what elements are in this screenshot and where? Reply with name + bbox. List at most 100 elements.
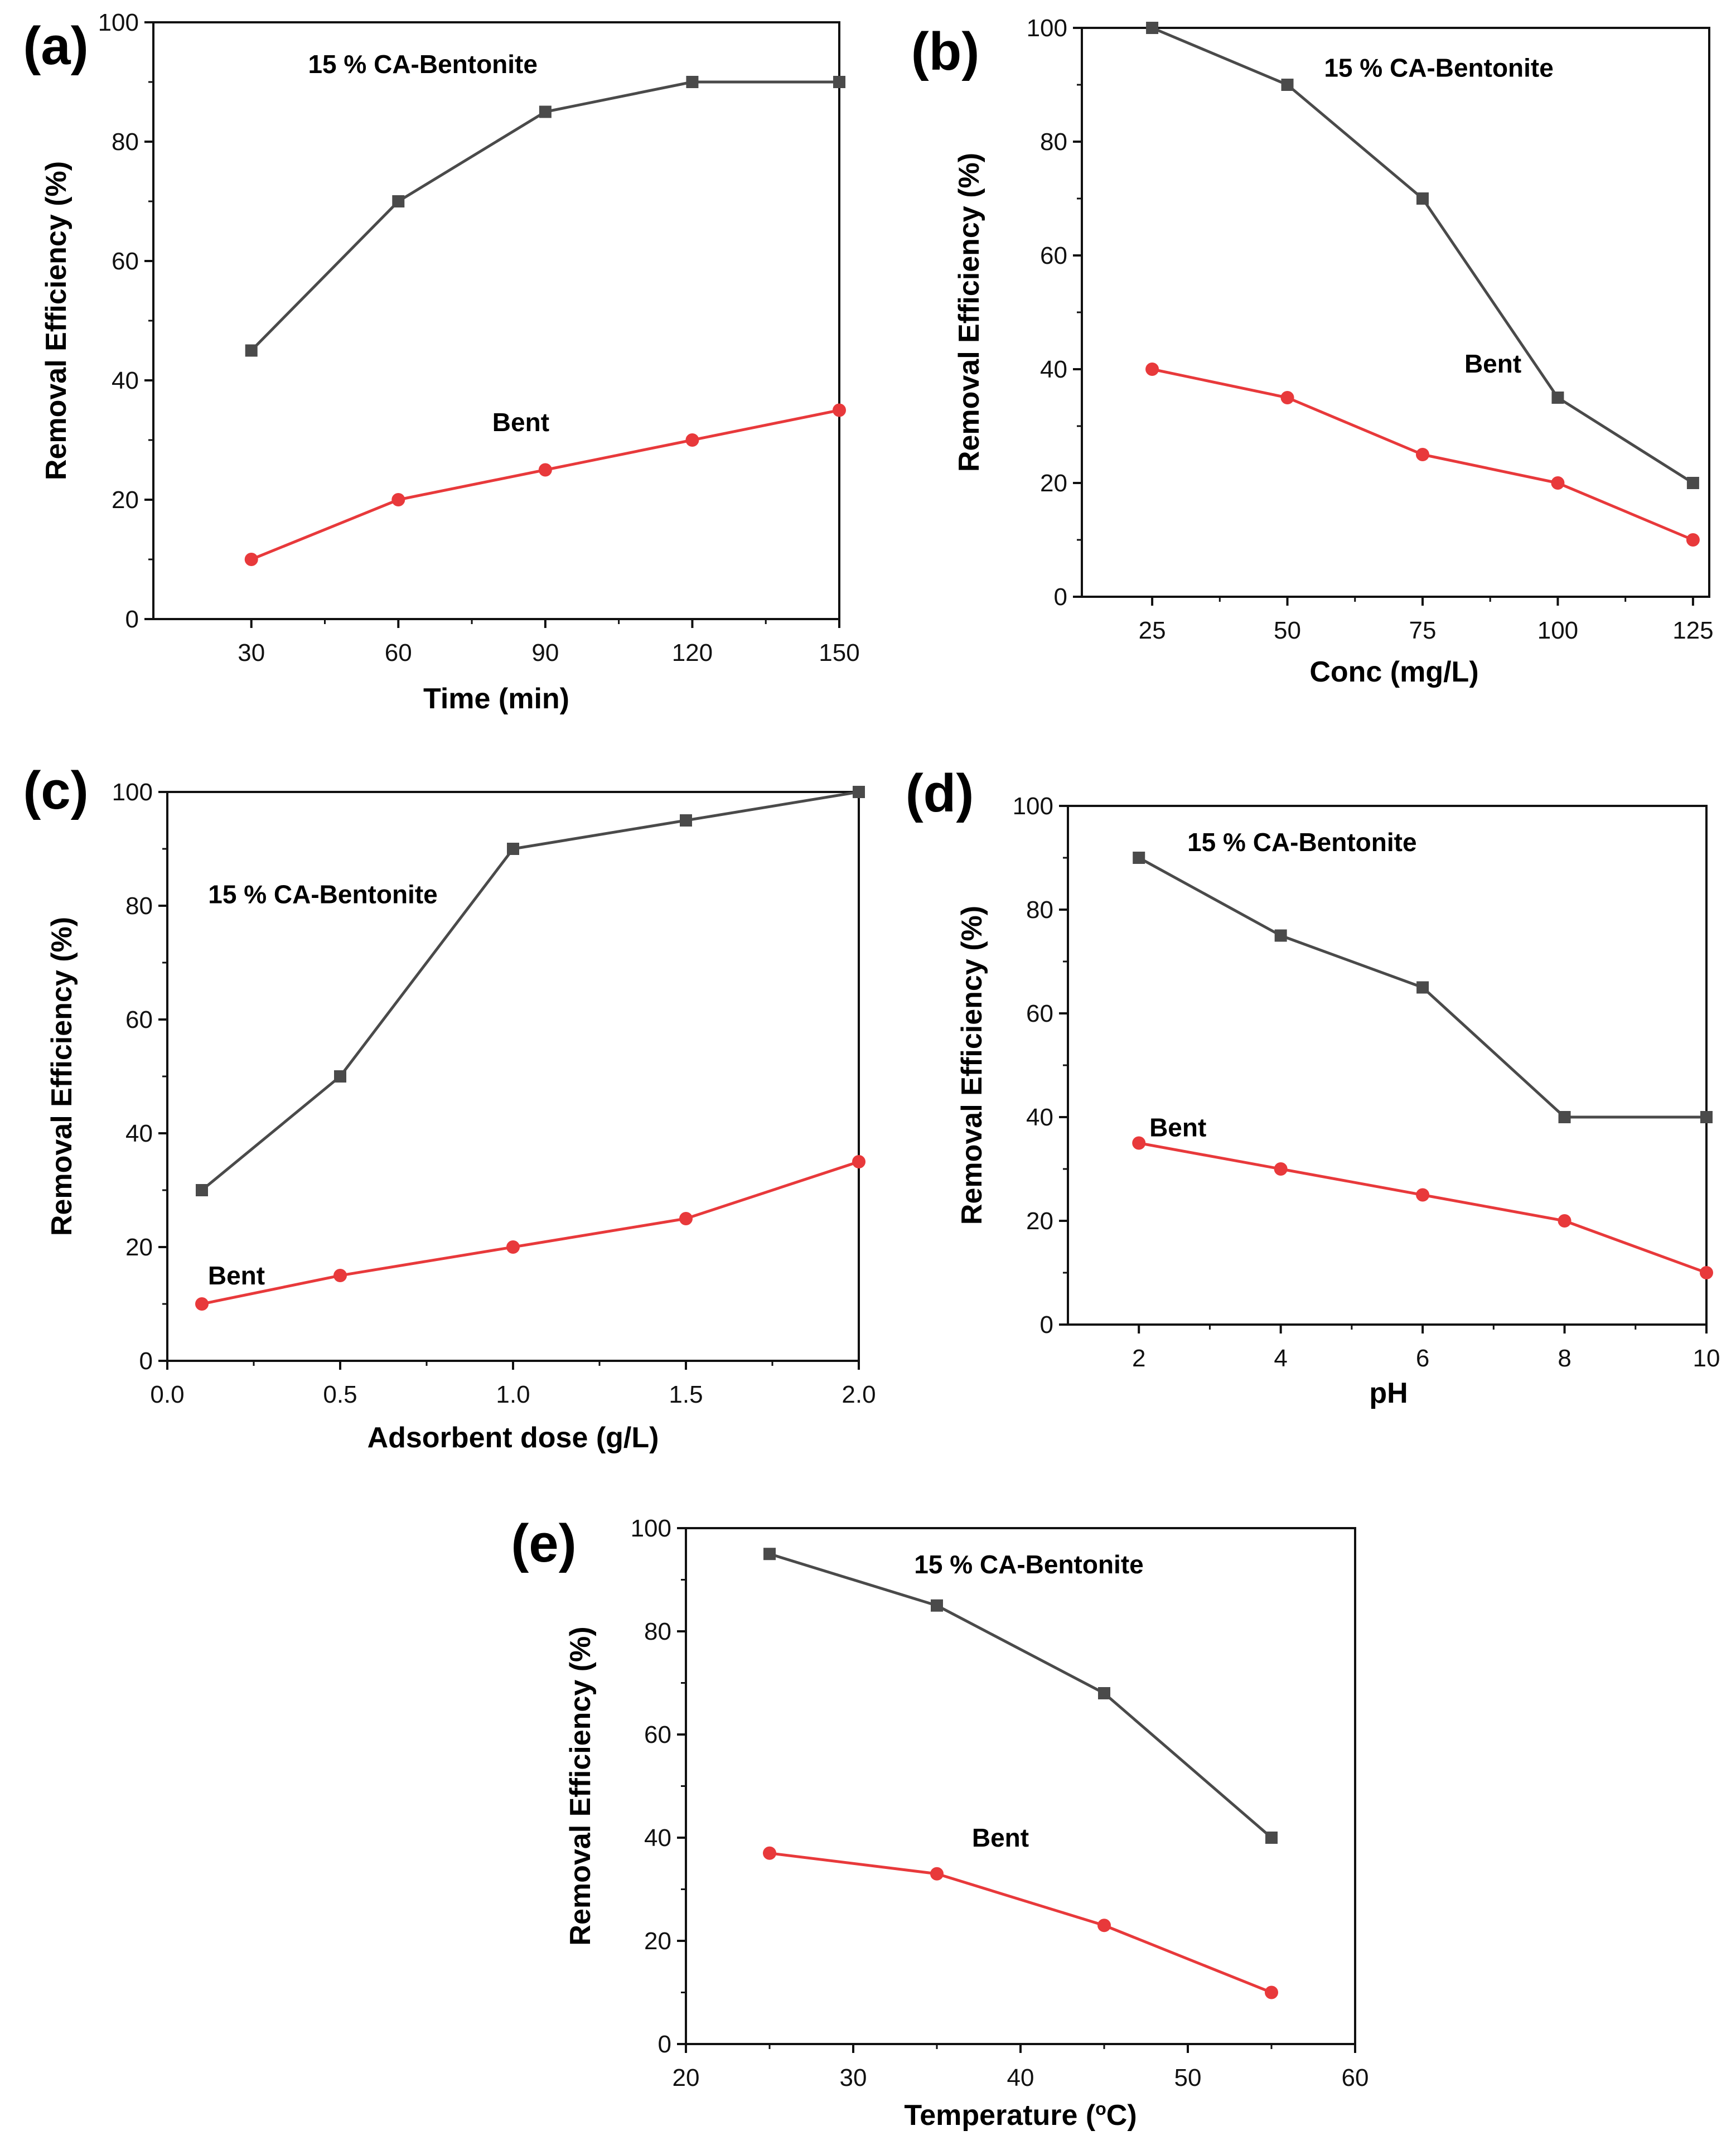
data-point-bent — [1274, 1162, 1288, 1176]
y-axis-label: Removal Efficiency (%) — [956, 906, 988, 1225]
data-point-composite — [1700, 1111, 1713, 1123]
y-tick-label: 80 — [112, 128, 139, 156]
x-tick-label: 30 — [238, 639, 265, 666]
panel-label: (b) — [911, 22, 980, 81]
y-tick-label: 20 — [1026, 1207, 1053, 1235]
x-tick-label: 125 — [1672, 617, 1713, 644]
data-point-bent — [391, 493, 405, 506]
x-axis-label-main: Conc (mg/L) — [1309, 656, 1478, 688]
y-axis-label: Removal Efficiency (%) — [953, 153, 985, 472]
x-tick-label: 6 — [1416, 1345, 1429, 1372]
data-point-bent — [1265, 1985, 1278, 1999]
x-axis-label: pH — [1369, 1377, 1408, 1409]
plot-frame — [1067, 805, 1708, 1326]
data-point-bent — [679, 1212, 693, 1225]
data-point-bent — [1551, 476, 1565, 490]
data-point-bent — [852, 1155, 865, 1168]
data-point-composite — [245, 344, 258, 357]
panel-label: (c) — [23, 761, 88, 820]
data-point-bent — [833, 403, 846, 417]
y-tick-label: 60 — [125, 1006, 153, 1033]
x-tick-label: 8 — [1558, 1345, 1571, 1372]
y-tick-label: 40 — [1040, 356, 1067, 383]
annotation-composite: 15 % CA-Bentonite — [914, 1550, 1143, 1579]
series-line-bent — [201, 1160, 859, 1306]
y-tick-label: 0 — [139, 1347, 153, 1375]
data-point-bent — [763, 1846, 776, 1860]
x-axis-label-main: pH — [1369, 1377, 1408, 1409]
series-line-composite — [769, 1552, 1273, 1839]
y-tick-label: 60 — [112, 248, 139, 275]
x-tick-label: 90 — [531, 639, 559, 666]
y-tick-label: 20 — [125, 1234, 153, 1261]
data-point-bent — [930, 1867, 944, 1881]
x-tick-label: 2 — [1132, 1345, 1145, 1372]
x-axis-label: Conc (mg/L) — [1309, 656, 1478, 688]
y-tick-label: 40 — [644, 1824, 671, 1852]
data-point-composite — [1686, 477, 1699, 489]
y-tick-label: 100 — [1013, 793, 1053, 820]
plot-frame — [152, 21, 840, 620]
data-point-bent — [1558, 1214, 1571, 1228]
panel-label: (d) — [906, 764, 974, 823]
chart-panel-a: 0 20 40 60 80 100 30 60 90 120 150 (a) Removal Effic… — [23, 9, 859, 715]
data-point-composite — [1098, 1687, 1110, 1699]
annotation-bent: Bent — [1464, 349, 1521, 378]
data-point-composite — [1416, 192, 1429, 205]
series-line-bent — [769, 1852, 1272, 1994]
annotation-bent: Bent — [492, 408, 549, 437]
y-tick-label: 0 — [658, 2031, 671, 2058]
data-point-bent — [506, 1240, 520, 1254]
data-point-bent — [1280, 391, 1294, 404]
data-point-composite — [196, 1184, 208, 1196]
data-point-composite — [1281, 79, 1294, 91]
y-tick-label: 0 — [1040, 1311, 1053, 1339]
series-line-composite — [1152, 26, 1694, 485]
y-tick-label: 80 — [125, 892, 153, 920]
x-axis-label-main: Time (min) — [423, 683, 569, 715]
chart-panel-b: 0 20 40 60 80 100 25 50 75 100 125 (b) Removal Effic… — [911, 15, 1714, 688]
chart-panel-d: 0 20 40 60 80 100 2 4 6 8 10 (d) Removal Efficiency … — [906, 764, 1720, 1409]
x-tick-label: 150 — [819, 639, 859, 666]
plot-frame — [1081, 27, 1710, 598]
y-tick-label: 0 — [125, 606, 139, 633]
data-point-composite — [1551, 392, 1564, 404]
series-line-bent — [1138, 1142, 1707, 1274]
x-tick-label: 2.0 — [842, 1381, 876, 1408]
x-axis-label-main: Adsorbent dose (g/L) — [367, 1422, 659, 1454]
data-point-bent — [244, 553, 258, 566]
y-tick-label: 40 — [125, 1120, 153, 1147]
y-axis-label: Removal Efficiency (%) — [564, 1626, 597, 1945]
data-point-bent — [333, 1269, 347, 1282]
y-tick-label: 20 — [112, 486, 139, 514]
x-tick-label: 50 — [1274, 617, 1301, 644]
data-point-bent — [1132, 1136, 1146, 1150]
data-point-composite — [392, 195, 405, 207]
y-tick-label: 40 — [1026, 1104, 1053, 1131]
y-tick-label: 60 — [644, 1721, 671, 1748]
y-tick-label: 20 — [1040, 470, 1067, 497]
y-tick-label: 20 — [644, 1927, 671, 1955]
x-tick-label: 50 — [1174, 2064, 1202, 2091]
data-point-composite — [833, 76, 845, 88]
x-tick-label: 30 — [840, 2064, 867, 2091]
data-point-bent — [1686, 533, 1700, 547]
annotation-bent: Bent — [972, 1823, 1029, 1852]
x-tick-label: 20 — [673, 2064, 700, 2091]
x-axis-label-superscript: o — [1095, 2099, 1106, 2119]
y-tick-label: 80 — [644, 1618, 671, 1645]
series-line-composite — [250, 80, 839, 352]
y-tick-label: 100 — [631, 1515, 671, 1542]
data-point-composite — [1265, 1832, 1278, 1844]
data-point-composite — [680, 814, 692, 827]
y-axis-label: Removal Efficiency (%) — [40, 161, 72, 480]
x-tick-label: 4 — [1274, 1345, 1287, 1372]
data-point-composite — [853, 786, 865, 798]
x-tick-label: 1.5 — [669, 1381, 703, 1408]
series-line-composite — [201, 790, 859, 1191]
data-point-composite — [1133, 852, 1145, 864]
data-point-composite — [1274, 929, 1287, 942]
data-point-bent — [1700, 1266, 1713, 1279]
y-tick-label: 40 — [112, 367, 139, 394]
